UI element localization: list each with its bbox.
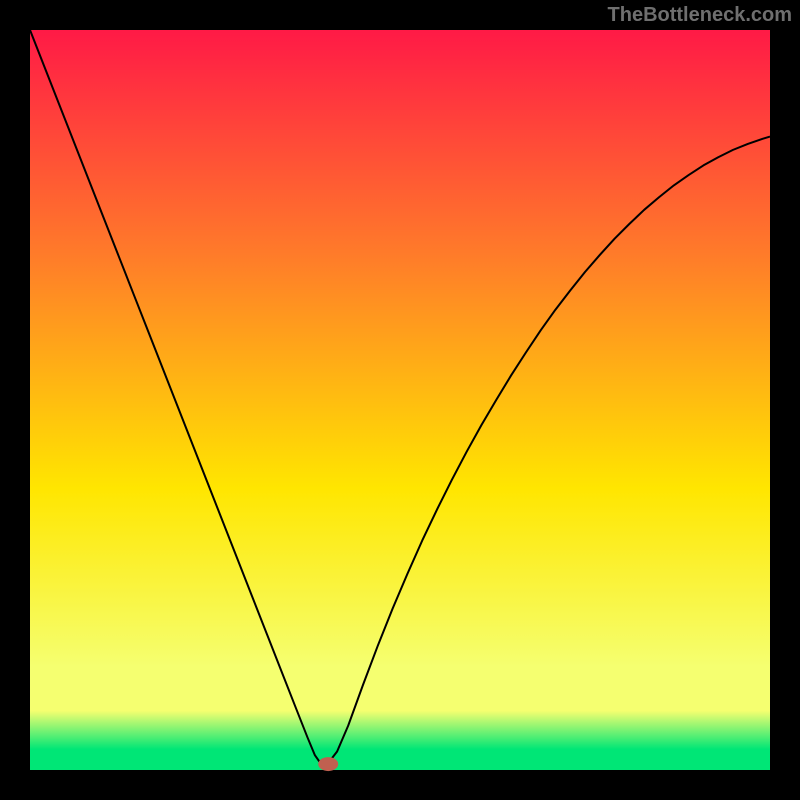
bottleneck-chart xyxy=(0,0,800,800)
plot-background xyxy=(30,30,770,770)
watermark-text: TheBottleneck.com xyxy=(608,4,792,27)
optimal-point-marker xyxy=(318,757,338,771)
chart-container: TheBottleneck.com xyxy=(0,0,800,800)
